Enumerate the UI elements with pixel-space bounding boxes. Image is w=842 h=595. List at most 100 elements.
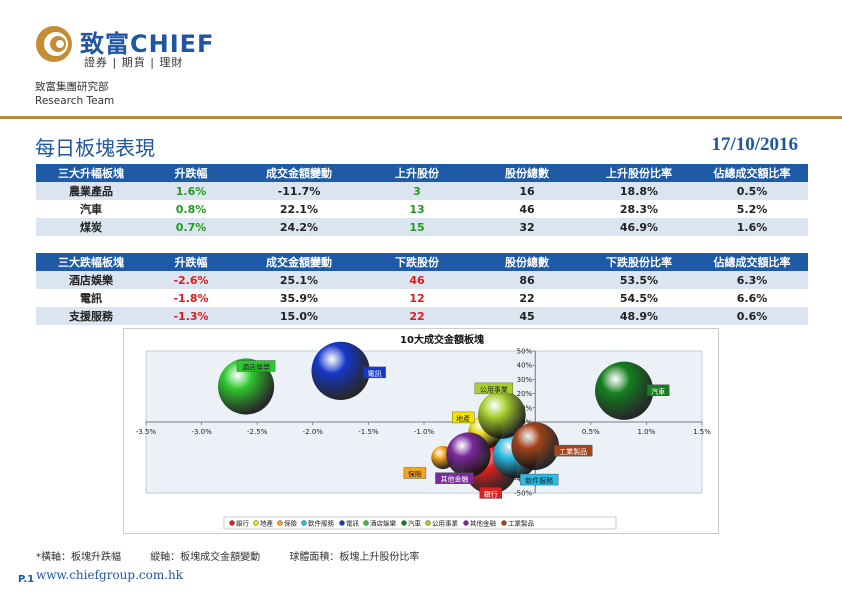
brand-name: 致富CHIEF	[80, 30, 215, 58]
bubble-label: 其他金融	[440, 475, 468, 484]
legend-marker	[229, 520, 235, 526]
legend-entry: 公用事業	[432, 519, 459, 528]
bubble-label-box	[435, 472, 474, 484]
bubble-label: 汽車	[651, 387, 665, 396]
bubble-7	[478, 391, 526, 439]
sector-cell: 煤炭	[36, 218, 146, 236]
research-team: 致富集團研究部 Research Team	[35, 80, 114, 108]
legend-entry: 電訊	[346, 519, 360, 528]
legend-entry: 工業製品	[508, 519, 534, 528]
sector-cell: 酒店娛樂	[36, 271, 146, 289]
total-count-cell: 45	[472, 307, 582, 325]
page-number: P.1	[18, 574, 35, 585]
legend-marker	[301, 520, 307, 526]
header-cell: 上升股份	[362, 164, 472, 182]
turnover-share-cell: 0.5%	[696, 182, 808, 200]
website-link[interactable]: www.chiefgroup.com.hk	[36, 568, 184, 582]
bubble-label: 軟件服務	[525, 476, 553, 485]
turnover-change-cell: -11.7%	[236, 182, 362, 200]
team-name-zh: 致富集團研究部	[35, 81, 109, 93]
brand-tagline: 證券 | 期貨 | 理財	[84, 56, 184, 69]
header-cell: 佔總成交額比率	[696, 164, 808, 182]
chief-logo-icon	[36, 26, 72, 62]
bubble-label: 銀行	[484, 489, 498, 498]
y-tick-label: -50%	[514, 490, 532, 498]
legend-marker	[339, 520, 345, 526]
x-tick-label: -3.0%	[191, 428, 212, 436]
table-row: 汽車 0.8% 22.1% 13 46 28.3% 5.2%	[36, 200, 808, 218]
turnover-share-cell: 6.6%	[696, 289, 808, 307]
turnover-share-cell: 5.2%	[696, 200, 808, 218]
header-cell: 下跌股份	[362, 253, 472, 271]
page-title: 每日板塊表現	[35, 136, 155, 160]
rising-count-cell: 3	[362, 182, 472, 200]
rising-count-cell: 13	[362, 200, 472, 218]
turnover-share-cell: 6.3%	[696, 271, 808, 289]
brand-logo: 致富CHIEF 證券 | 期貨 | 理財	[34, 22, 244, 70]
change-cell: 0.8%	[146, 200, 236, 218]
header-cell: 升跌幅	[146, 253, 236, 271]
table-row: 支援服務 -1.3% 15.0% 22 45 48.9% 0.6%	[36, 307, 808, 325]
bubble-label-box	[403, 467, 427, 479]
footnote-y-axis: 縱軸：板塊成交金額變動	[150, 552, 261, 563]
sector-cell: 汽車	[36, 200, 146, 218]
header-cell: 三大升幅板塊	[36, 164, 146, 182]
legend-entry: 汽車	[408, 519, 422, 528]
y-tick-label: 50%	[517, 348, 533, 356]
bubble-6	[595, 361, 654, 420]
y-tick-label: 20%	[517, 390, 533, 398]
change-cell: 1.6%	[146, 182, 236, 200]
turnover-change-cell: 25.1%	[236, 271, 362, 289]
legend-marker	[253, 520, 259, 526]
bubble-chart-canvas: 10大成交金額板塊 -3.5% -3.0% -2.5% -2.0% -1.5% -1.0%…	[136, 333, 711, 530]
total-count-cell: 16	[472, 182, 582, 200]
rising-count-cell: 15	[362, 218, 472, 236]
bubble-label-box	[479, 487, 502, 499]
falling-ratio-cell: 54.5%	[582, 289, 696, 307]
rising-ratio-cell: 28.3%	[582, 200, 696, 218]
legend-entry: 軟件服務	[308, 519, 335, 528]
table-row: 農業產品 1.6% -11.7% 3 16 18.8% 0.5%	[36, 182, 808, 200]
y-tick-label: 30%	[517, 376, 533, 384]
top-gainers-table: 三大升幅板塊 升跌幅 成交金額變動 上升股份 股份總數 上升股份比率 佔總成交額…	[36, 164, 808, 236]
x-tick-label: -2.5%	[247, 428, 268, 436]
y-tick-label: 40%	[517, 362, 533, 370]
header-cell: 上升股份比率	[582, 164, 696, 182]
bubble-label: 酒店娛樂	[242, 363, 270, 372]
team-name-en: Research Team	[35, 95, 115, 107]
x-tick-label: 1.0%	[638, 428, 656, 436]
legend-marker	[425, 520, 431, 526]
top-losers-table: 三大跌幅板塊 升跌幅 成交金額變動 下跌股份 股份總數 下跌股份比率 佔總成交額…	[36, 253, 808, 325]
table-row: 酒店娛樂 -2.6% 25.1% 46 86 53.5% 6.3%	[36, 271, 808, 289]
falling-count-cell: 22	[362, 307, 472, 325]
change-cell: -1.8%	[146, 289, 236, 307]
falling-ratio-cell: 53.5%	[582, 271, 696, 289]
header-cell: 三大跌幅板塊	[36, 253, 146, 271]
change-cell: -1.3%	[146, 307, 236, 325]
header-cell: 股份總數	[472, 253, 582, 271]
header-cell: 成交金額變動	[236, 164, 362, 182]
change-cell: 0.7%	[146, 218, 236, 236]
turnover-share-cell: 0.6%	[696, 307, 808, 325]
bubble-label-box	[451, 411, 475, 424]
legend-entry: 銀行	[236, 519, 250, 528]
turnover-change-cell: 35.9%	[236, 289, 362, 307]
legend-marker	[463, 520, 469, 526]
sector-bubble-chart: 10大成交金額板塊 -3.5% -3.0% -2.5% -2.0% -1.5% -1.0%…	[123, 328, 719, 534]
legend-marker	[277, 520, 283, 526]
total-count-cell: 22	[472, 289, 582, 307]
falling-ratio-cell: 48.9%	[582, 307, 696, 325]
header-cell: 股份總數	[472, 164, 582, 182]
sector-cell: 支援服務	[36, 307, 146, 325]
table-header-row: 三大升幅板塊 升跌幅 成交金額變動 上升股份 股份總數 上升股份比率 佔總成交額…	[36, 164, 808, 182]
header-cell: 成交金額變動	[236, 253, 362, 271]
x-tick-label: 1.5%	[693, 428, 711, 436]
chart-title: 10大成交金額板塊	[400, 333, 484, 346]
chart-footnote: *橫軸：板塊升跌幅 縱軸：板塊成交金額變動 球體面積：板塊上升股份比率	[36, 548, 445, 563]
header-divider	[0, 116, 842, 119]
bubble-label: 工業製品	[559, 447, 587, 456]
total-count-cell: 86	[472, 271, 582, 289]
sector-cell: 農業產品	[36, 182, 146, 200]
x-tick-label: -3.5%	[136, 428, 157, 436]
turnover-change-cell: 15.0%	[236, 307, 362, 325]
